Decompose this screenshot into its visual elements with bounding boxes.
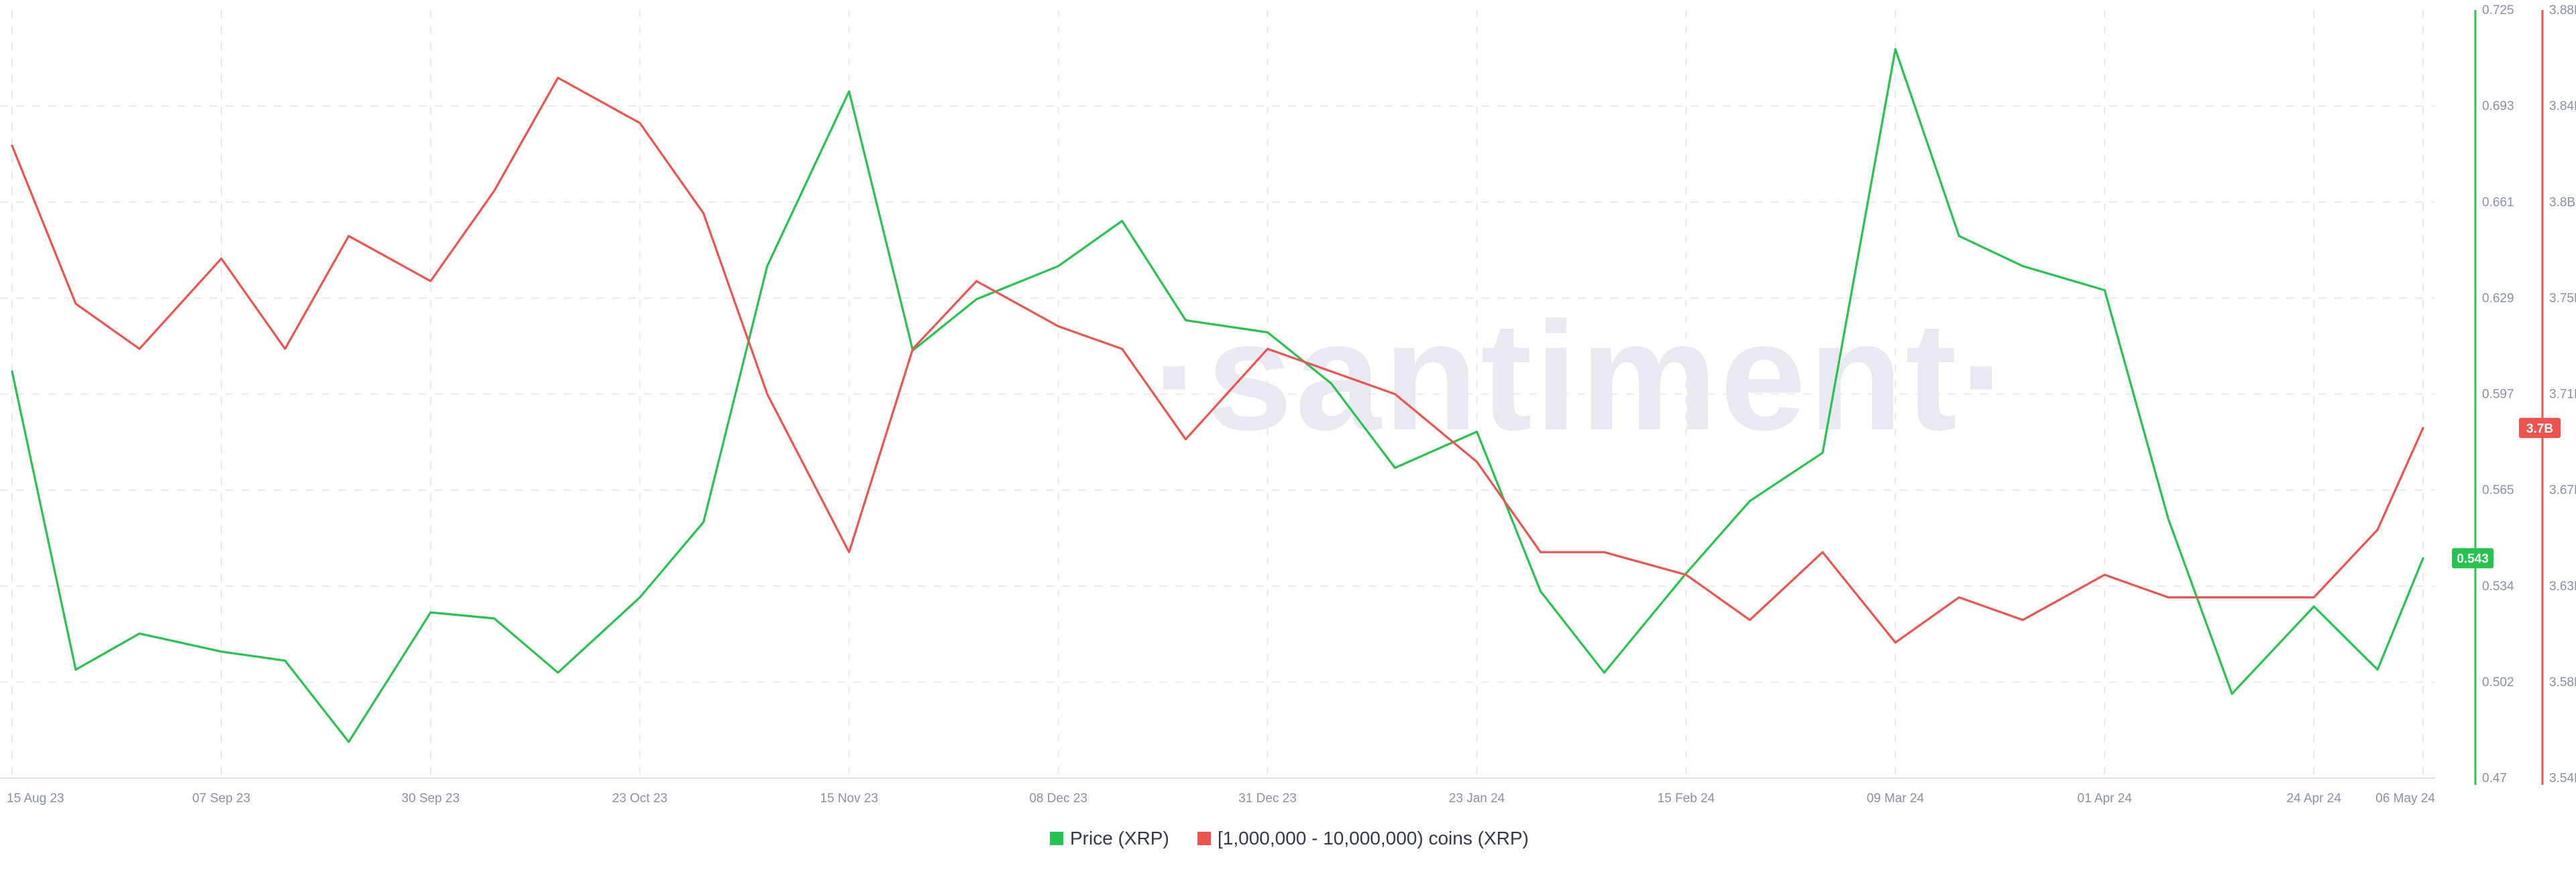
legend-label-price: Price (XRP) [1070, 828, 1169, 849]
y-left-tick-label: 0.502 [2482, 675, 2514, 690]
y-left-tick-label: 0.629 [2482, 291, 2514, 305]
legend: Price (XRP) [1,000,000 - 10,000,000) coi… [1050, 828, 1529, 849]
y-left-tick-label: 0.565 [2482, 484, 2514, 498]
y-right-tick-label: 3.8B [2549, 195, 2575, 209]
x-tick-label: 09 Mar 24 [1867, 792, 1925, 806]
x-tick-label: 30 Sep 23 [402, 792, 460, 806]
x-tick-label: 23 Oct 23 [612, 792, 667, 806]
x-tick-label: 01 Apr 24 [2078, 792, 2133, 806]
axes [0, 10, 2544, 785]
y-right-tick-label: 3.84B [2549, 99, 2576, 113]
series-line-holders [11, 76, 2424, 644]
y-left-axis-ticks: 0.47 0.502 0.534 0.565 0.597 0.629 0.661 0.693 0… [2482, 3, 2514, 785]
y-left-tick-label: 0.661 [2482, 195, 2514, 209]
y-left-tick-label: 0.693 [2482, 99, 2514, 113]
price-last-value-badge [2452, 548, 2493, 569]
x-tick-label: 15 Aug 23 [7, 792, 64, 806]
legend-swatch-price [1050, 832, 1063, 845]
x-tick-label: 23 Jan 24 [1449, 792, 1505, 806]
x-axis-ticks: 15 Aug 23 07 Sep 23 30 Sep 23 23 Oct 23 15 N… [7, 792, 2435, 806]
series-lines [11, 48, 2424, 743]
x-tick-label: 15 Nov 23 [820, 792, 878, 806]
y-right-tick-label: 3.71B [2549, 388, 2576, 402]
y-right-tick-label: 3.63B [2549, 580, 2576, 594]
y-left-tick-label: 0.534 [2482, 580, 2514, 594]
x-tick-label: 06 May 24 [2375, 792, 2435, 806]
holders-last-value-text: 3.7B [2526, 422, 2553, 436]
x-tick-label: 31 Dec 23 [1238, 792, 1297, 806]
legend-swatch-holders [1197, 832, 1211, 845]
grid-lines [0, 10, 2435, 778]
y-right-tick-label: 3.88B [2549, 3, 2576, 17]
legend-label-holders: [1,000,000 - 10,000,000) coins (XRP) [1218, 828, 1529, 849]
y-left-tick-label: 0.47 [2482, 771, 2507, 785]
x-tick-label: 07 Sep 23 [193, 792, 251, 806]
price-last-value-text: 0.543 [2457, 552, 2489, 566]
x-tick-label: 08 Dec 23 [1029, 792, 1087, 806]
y-left-tick-label: 0.725 [2482, 3, 2514, 17]
y-left-tick-label: 0.597 [2482, 388, 2514, 402]
y-right-tick-label: 3.54B [2549, 771, 2576, 785]
watermark: ·santiment· [1152, 290, 2014, 462]
x-tick-label: 24 Apr 24 [2287, 792, 2342, 806]
y-right-tick-label: 3.58B [2549, 675, 2576, 690]
series-line-price [11, 48, 2424, 743]
holders-last-value-badge [2519, 418, 2561, 439]
last-value-badges: 0.543 3.7B [2452, 418, 2561, 569]
y-right-tick-label: 3.75B [2549, 291, 2576, 305]
x-tick-label: 15 Feb 24 [1658, 792, 1715, 806]
y-right-axis-ticks: 3.54B 3.58B 3.63B 3.67B 3.71B 3.75B 3.8B 3.84B 3… [2549, 3, 2576, 785]
y-right-tick-label: 3.67B [2549, 484, 2576, 498]
